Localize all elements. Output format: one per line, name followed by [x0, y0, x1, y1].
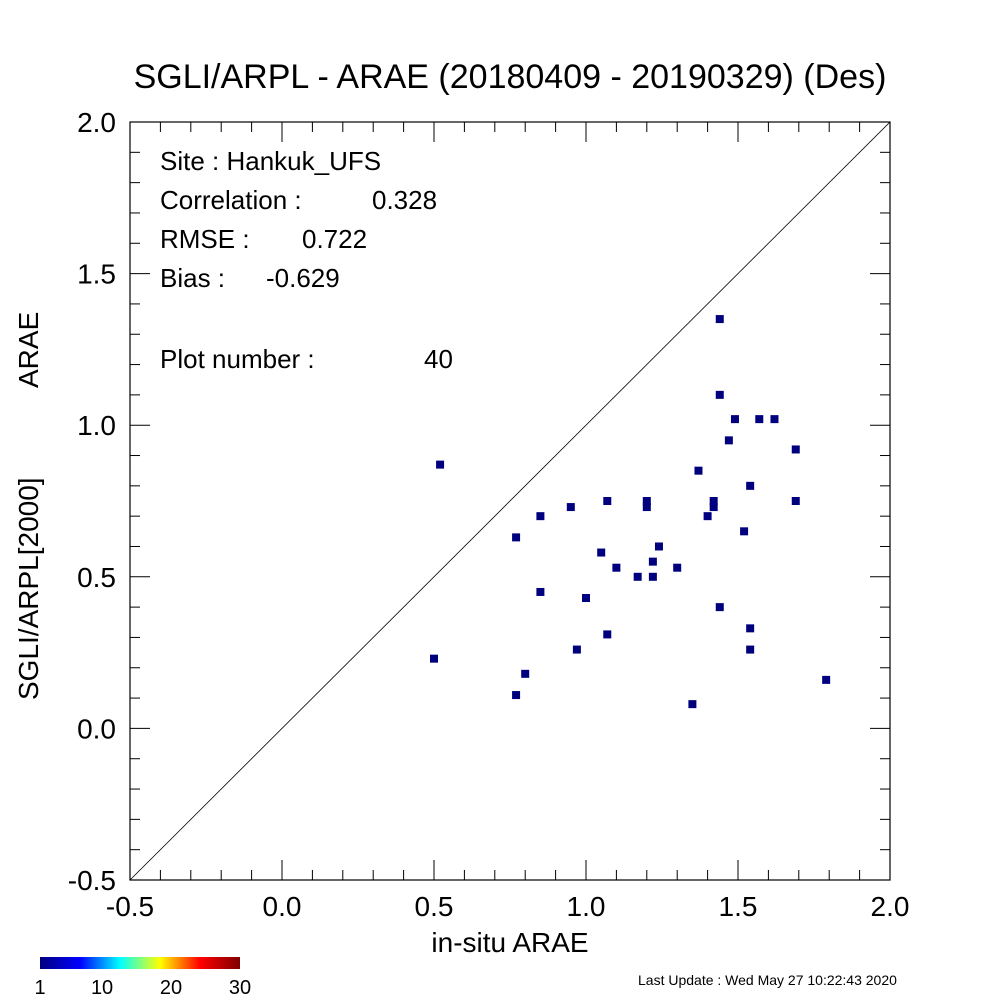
correlation-value: 0.328: [372, 185, 437, 215]
y-tick-label: 0.5: [77, 562, 116, 593]
colorbar-labels: 1 10 20 30: [34, 977, 251, 999]
x-tick-label: -0.5: [106, 891, 154, 922]
data-point: [673, 563, 682, 572]
colorbar-tick-label: 1: [34, 977, 45, 999]
data-point: [572, 645, 581, 654]
data-point: [694, 466, 703, 475]
data-point: [822, 675, 831, 684]
data-point: [770, 415, 779, 424]
data-point: [648, 572, 657, 581]
x-tick-label: 0.0: [263, 891, 302, 922]
x-tick-label: 0.5: [415, 891, 454, 922]
data-point: [603, 497, 612, 505]
one-to-one-line: [129, 121, 891, 881]
data-point: [746, 624, 755, 633]
correlation-label: Correlation :: [160, 185, 302, 215]
data-point: [791, 445, 800, 454]
data-point: [715, 390, 724, 399]
plot-frame: [129, 121, 891, 881]
data-point: [740, 527, 749, 536]
data-point: [709, 503, 718, 512]
data-point: [430, 654, 438, 663]
data-point: [715, 603, 724, 612]
data-point: [642, 497, 651, 505]
x-tick-label: 2.0: [871, 891, 910, 922]
data-point: [791, 497, 800, 505]
data-point: [536, 512, 545, 521]
bias-label: Bias :: [160, 263, 225, 293]
rmse-value: 0.722: [302, 224, 367, 254]
data-point: [597, 548, 606, 557]
colorbar: [40, 957, 240, 969]
data-point: [746, 481, 755, 490]
data-point: [642, 503, 651, 512]
colorbar-tick-label: 10: [91, 977, 113, 999]
bias-value: -0.629: [266, 263, 340, 293]
data-point: [648, 557, 657, 566]
data-point: [654, 542, 663, 551]
data-point: [715, 315, 724, 324]
data-point: [512, 533, 521, 542]
data-point: [603, 630, 612, 639]
data-point: [612, 563, 621, 572]
y-axis-label-unit: ARAE: [13, 312, 44, 388]
plot-number-value: 40: [424, 344, 453, 374]
last-update-text: Last Update : Wed May 27 10:22:43 2020: [638, 972, 897, 988]
chart-title: SGLI/ARPL - ARAE (20180409 - 20190329) (…: [134, 58, 887, 96]
data-point: [582, 594, 590, 603]
x-tick-label: 1.5: [719, 891, 758, 922]
data-point: [746, 645, 755, 654]
colorbar-tick-label: 30: [229, 977, 251, 999]
colorbar-tick-label: 20: [160, 977, 182, 999]
data-point: [755, 415, 764, 424]
y-tick-label: 1.0: [77, 410, 116, 441]
data-point: [730, 415, 739, 424]
data-point: [512, 691, 521, 700]
data-point: [724, 436, 733, 445]
x-tick-label: 1.0: [567, 891, 606, 922]
data-point: [703, 512, 712, 521]
data-point: [436, 460, 445, 469]
data-point: [566, 503, 575, 512]
y-tick-label: -0.5: [68, 865, 116, 896]
data-point: [633, 572, 642, 581]
data-point: [709, 497, 718, 505]
x-axis-label: in-situ ARAE: [431, 927, 588, 958]
rmse-label: RMSE :: [160, 224, 250, 254]
y-axis-label: SGLI/ARPL[2000]: [13, 477, 44, 700]
y-tick-label: 1.5: [77, 259, 116, 290]
y-tick-label: 0.0: [77, 713, 116, 744]
plot-number-label: Plot number :: [160, 344, 315, 374]
site-text: Site : Hankuk_UFS: [160, 146, 381, 176]
data-point: [521, 669, 530, 678]
plot-area: -0.5 0.0 0.5 1.0 1.5 2.0 -0.5 0.0 0.5 1.0 1.5 2.0: [68, 107, 910, 922]
data-point: [688, 700, 697, 709]
y-tick-label: 2.0: [77, 107, 116, 138]
data-point: [536, 587, 545, 596]
stats-panel: Site : Hankuk_UFS Correlation : 0.328 RM…: [160, 146, 453, 374]
